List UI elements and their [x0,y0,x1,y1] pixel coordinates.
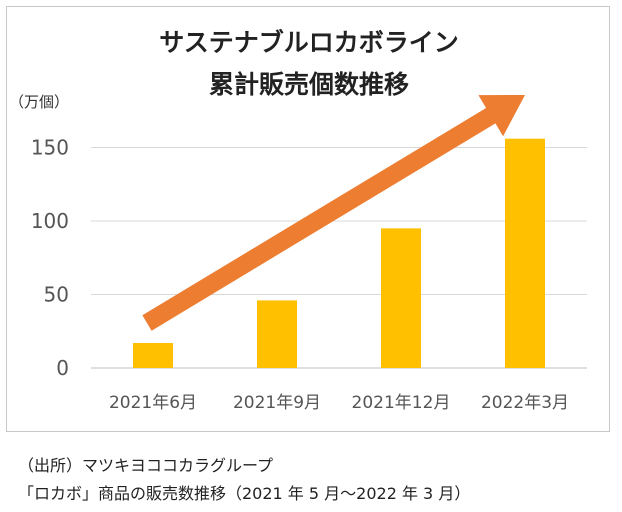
y-tick-label: 0 [56,356,69,380]
source-line-1: （出所）マツキヨココカラグループ [18,456,274,475]
source-line-2: 「ロカボ」商品の販売数推移（2021 年 5 月～2022 年 3 月） [18,484,471,503]
x-tick-label: 2022年3月 [481,393,569,413]
bar-3 [505,138,545,368]
trend-arrow-icon [142,95,525,331]
y-axis-unit-label: （万個） [9,93,69,111]
y-tick-label: 50 [44,283,69,307]
bar-chart: サステナブルロカボライン 累計販売個数推移 （万個） 0 50 100 150 202… [9,28,587,413]
chart-frame: サステナブルロカボライン 累計販売個数推移 （万個） 0 50 100 150 202… [6,6,610,432]
chart-title-line-2: 累計販売個数推移 [209,70,409,99]
chart-title-line-1: サステナブルロカボライン [159,28,459,57]
x-tick-label: 2021年9月 [233,393,321,413]
x-tick-label: 2021年6月 [109,393,197,413]
y-tick-label: 100 [31,209,69,233]
bar-2 [381,228,421,368]
bar-1 [257,300,297,368]
x-tick-label: 2021年12月 [352,393,451,413]
bar-0 [133,343,173,368]
y-tick-label: 150 [31,136,69,160]
